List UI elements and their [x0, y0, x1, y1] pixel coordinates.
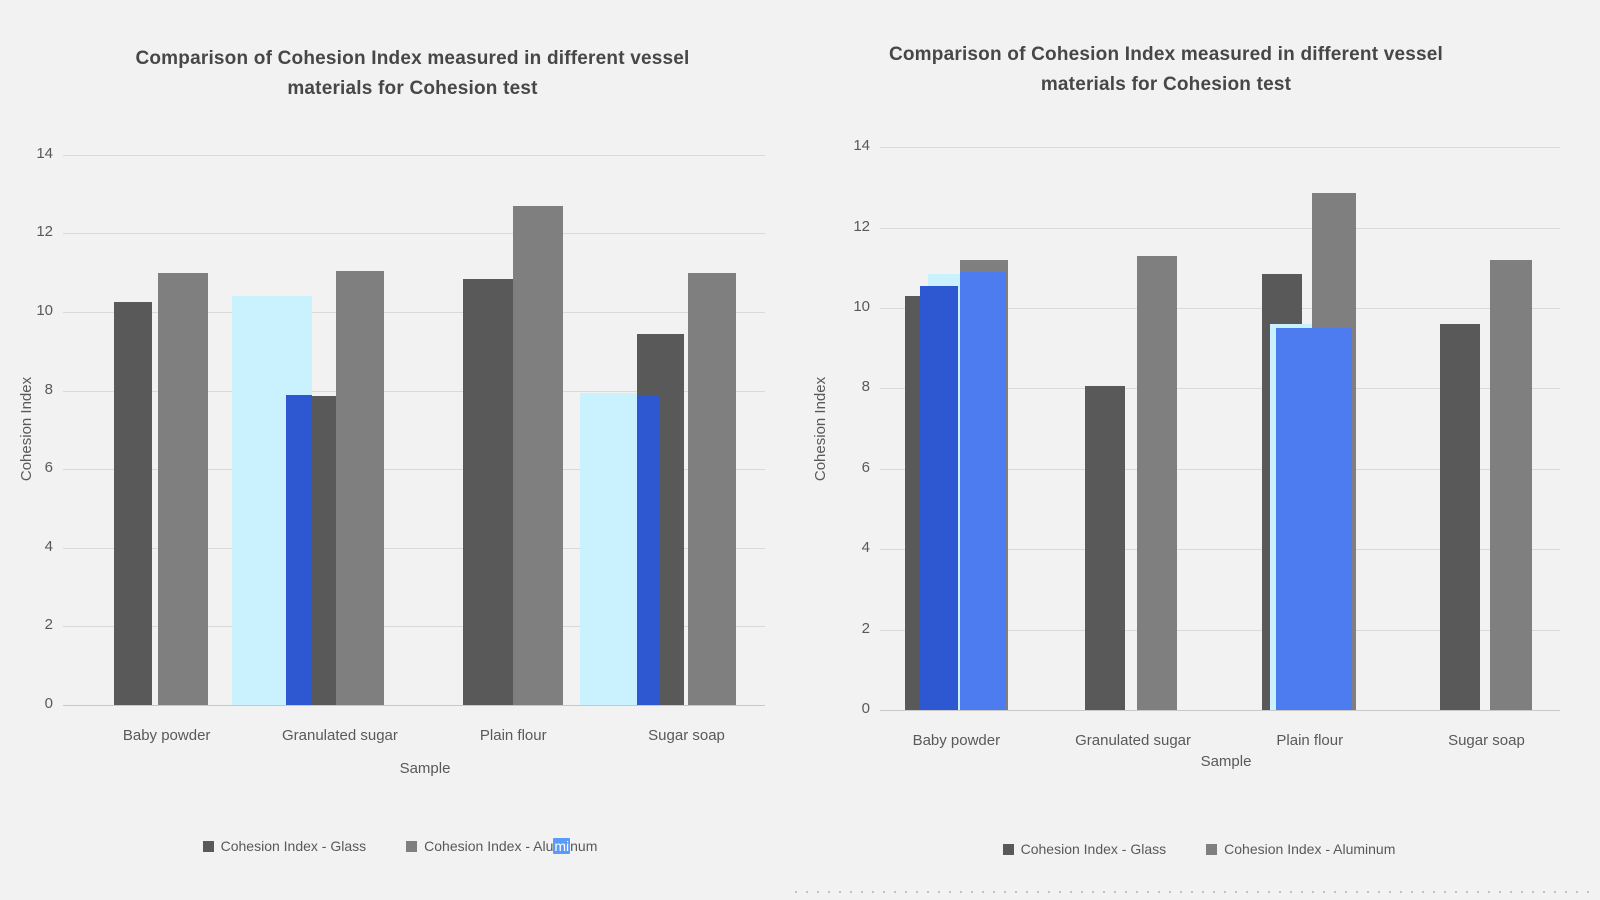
y-tick-label: 0 [44, 695, 53, 712]
gridline [880, 468, 1560, 470]
gridline [63, 705, 765, 706]
category-label: Baby powder [122, 727, 211, 744]
gridline [63, 312, 765, 313]
legend: Cohesion Index - Glass Cohesion Index - … [800, 841, 1600, 857]
gridline [63, 626, 765, 628]
legend-item-glass[interactable]: Cohesion Index - Glass [202, 838, 369, 854]
gridline [880, 308, 1560, 309]
category-label: Granulated sugar [1075, 732, 1191, 749]
legend-item-glass[interactable]: Cohesion Index - Glass [1002, 841, 1169, 857]
legend-label: Cohesion Index - Glass [220, 838, 367, 854]
bar-blue2[interactable] [960, 271, 1006, 710]
bar-blue2[interactable] [1276, 328, 1353, 710]
bar-aluminum[interactable] [336, 270, 385, 705]
x-axis-title: Sample [399, 760, 451, 777]
y-tick-label: 10 [853, 298, 870, 315]
gridline [63, 469, 765, 471]
chart-title-line2: materials for Cohesion test [1040, 73, 1292, 95]
y-tick-label: 8 [44, 380, 53, 398]
gridline [880, 227, 1560, 229]
gridline [63, 390, 765, 392]
bar-aluminum[interactable] [512, 205, 563, 705]
bar-glass[interactable] [1440, 324, 1481, 710]
category-label: Plain flour [1276, 732, 1344, 749]
plot-area: 0 2 4 6 8 10 12 14 Baby powder Granulated sugar Pl… [800, 0, 1600, 900]
gridline [880, 629, 1560, 631]
gridline [880, 710, 1560, 711]
chart-title-line1: Comparison of Cohesion Index measured in… [135, 47, 690, 69]
y-tick-label: 0 [861, 700, 870, 717]
y-tick-label: 4 [44, 537, 53, 555]
bar-aluminum[interactable] [158, 272, 208, 705]
y-tick-label: 14 [36, 144, 53, 162]
legend-item-aluminum[interactable]: Cohesion Index - Aluminum [1206, 841, 1397, 857]
bar-glass[interactable] [312, 396, 337, 705]
gridline [880, 549, 1560, 551]
gridline [63, 233, 765, 235]
chart-title-line1: Comparison of Cohesion Index measured in… [888, 43, 1444, 65]
legend-marker-aluminum-icon [1206, 843, 1218, 855]
legend: Cohesion Index - Glass Cohesion Index - … [0, 838, 800, 854]
gridline [880, 147, 1560, 149]
chart-left[interactable]: Comparison of Cohesion Index measured in… [0, 0, 800, 900]
chart-title-line2: materials for Cohesion test [287, 77, 538, 99]
bar-aluminum[interactable] [1490, 259, 1533, 710]
bar-aluminum[interactable] [687, 272, 736, 705]
legend-marker-glass-icon [202, 840, 214, 852]
legend-label: Cohesion Index - Aluminum [1224, 841, 1396, 857]
y-tick-label: 6 [44, 459, 53, 477]
y-tick-label: 12 [36, 223, 53, 241]
plot-area: 0 2 4 6 8 10 12 14 Baby powder Granulated sugar Pl… [36, 144, 765, 744]
category-label: Sugar soap [1448, 732, 1525, 749]
gridline [63, 154, 765, 156]
y-tick-label: 10 [36, 302, 53, 319]
y-tick-label: 6 [861, 458, 870, 476]
y-tick-label: 14 [853, 137, 870, 155]
bar-blue[interactable] [920, 285, 958, 710]
legend-marker-glass-icon [1002, 843, 1014, 855]
bar-glass[interactable] [1084, 386, 1125, 710]
legend-label: Cohesion Index - Glass [1020, 841, 1167, 857]
x-axis-title: Sample [1200, 753, 1252, 770]
bar-glass[interactable] [114, 302, 152, 705]
chart-object-dotted-border [795, 891, 1595, 893]
gridline [880, 388, 1560, 390]
legend-label: Cohesion Index - Aluminum [424, 838, 598, 854]
legend-marker-aluminum-icon [406, 840, 418, 852]
bar-glass[interactable] [462, 278, 513, 705]
chart-title: Comparison of Cohesion Index measured in… [40, 44, 785, 104]
bar-aluminum[interactable] [1136, 255, 1177, 710]
bar-blue[interactable] [286, 394, 313, 705]
category-label: Baby powder [912, 732, 1001, 749]
legend-item-aluminum[interactable]: Cohesion Index - Aluminum [406, 838, 597, 854]
y-tick-label: 8 [861, 378, 870, 396]
y-tick-label: 2 [44, 616, 53, 634]
y-tick-label: 12 [853, 217, 870, 235]
category-label: Sugar soap [648, 727, 725, 744]
y-tick-label: 4 [861, 539, 870, 557]
y-tick-label: 2 [861, 619, 870, 637]
chart-title: Comparison of Cohesion Index measured in… [800, 40, 1532, 100]
category-label: Plain flour [479, 727, 547, 744]
gridline [63, 547, 765, 549]
bar-blue[interactable] [636, 394, 659, 705]
category-label: Granulated sugar [281, 727, 398, 744]
chart-right[interactable]: Comparison of Cohesion Index measured in… [800, 0, 1600, 900]
